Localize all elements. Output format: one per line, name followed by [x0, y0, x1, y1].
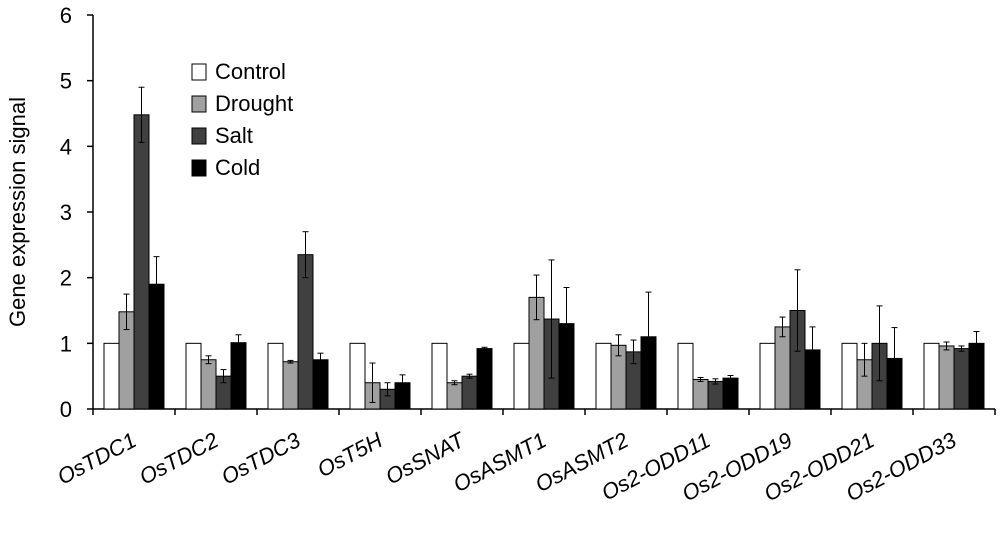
- legend-label-control: Control: [215, 59, 286, 84]
- bar-control: [923, 342, 940, 410]
- legend-swatch-cold: [191, 159, 207, 177]
- bar-control: [677, 342, 694, 410]
- legend-label-drought: Drought: [215, 91, 293, 116]
- bar-control: [431, 342, 448, 410]
- bar-control: [267, 342, 284, 410]
- bar-control: [759, 342, 776, 410]
- legend-label-cold: Cold: [215, 155, 260, 180]
- bar-salt: [707, 380, 724, 410]
- bar-drought: [282, 361, 299, 410]
- bar-control: [349, 342, 366, 410]
- bar-drought: [446, 382, 463, 410]
- legend-swatch-control: [191, 63, 207, 81]
- y-tick-label: 6: [60, 3, 72, 28]
- x-category-label: OsTDC1: [53, 427, 140, 489]
- bar-cold: [230, 342, 247, 410]
- bar-drought: [692, 378, 709, 410]
- legend-label-salt: Salt: [215, 123, 253, 148]
- bar-drought: [200, 359, 217, 410]
- legend: Control Drought Salt Cold: [191, 59, 293, 180]
- y-tick-label: 1: [60, 331, 72, 356]
- bar-salt: [461, 375, 478, 410]
- x-category-label: OsASMT1: [449, 427, 550, 497]
- y-tick-label: 4: [60, 134, 72, 159]
- x-category-label: OsTDC3: [217, 427, 305, 490]
- bar-cold: [476, 348, 493, 410]
- bar-control: [513, 342, 530, 410]
- bar-cold: [312, 359, 329, 410]
- y-axis-title: Gene expression signal: [5, 97, 30, 327]
- y-tick-label: 5: [60, 69, 72, 94]
- bar-drought: [774, 326, 791, 410]
- y-tick-label: 2: [60, 266, 72, 291]
- y-tick-label: 3: [60, 200, 72, 225]
- bar-control: [185, 342, 202, 410]
- y-tick-label: 0: [60, 397, 72, 422]
- bar-salt: [133, 114, 150, 410]
- bar-cold: [722, 377, 739, 410]
- bars: [103, 86, 985, 410]
- bar-control: [595, 342, 612, 410]
- x-category-label: OsT5H: [313, 427, 386, 482]
- bar-salt: [953, 348, 970, 410]
- bar-control: [841, 342, 858, 410]
- bar-control: [103, 342, 120, 410]
- x-category-label: OsTDC2: [135, 427, 222, 489]
- legend-swatch-salt: [191, 127, 207, 145]
- legend-swatch-drought: [191, 95, 207, 113]
- bar-drought: [938, 345, 955, 410]
